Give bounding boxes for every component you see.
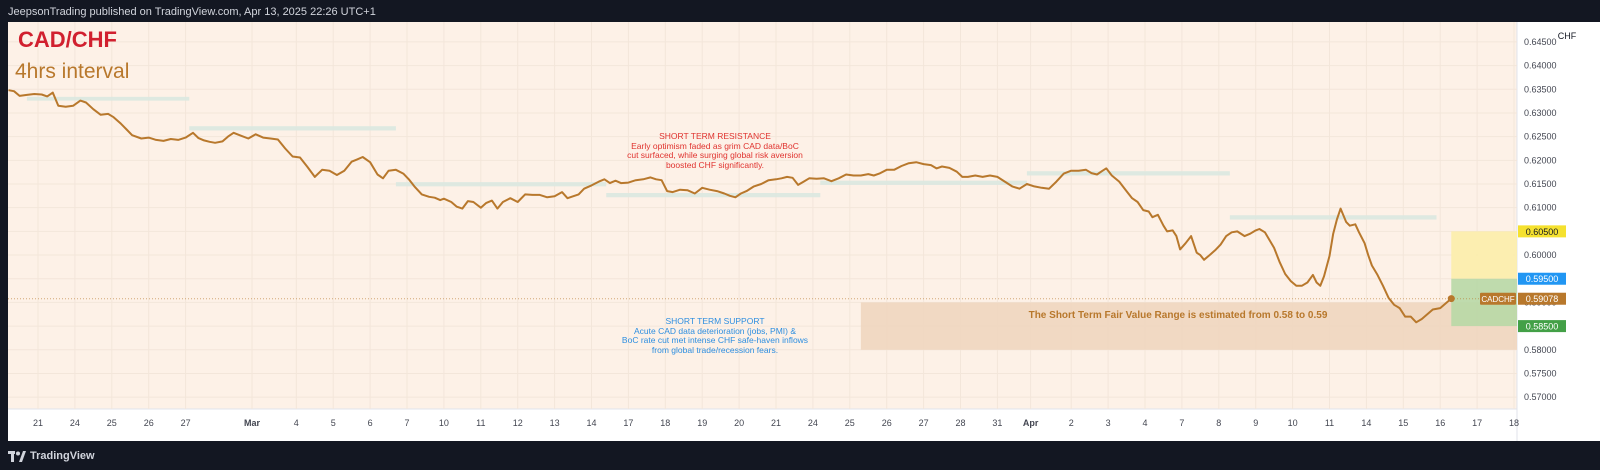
x-tick-label: 17 — [1472, 418, 1482, 428]
price-label-bg — [1518, 272, 1566, 285]
x-tick-label: 11 — [1325, 418, 1334, 428]
x-tick-label: 12 — [513, 418, 523, 428]
x-tick-label: 25 — [107, 418, 117, 428]
x-tick-label: 26 — [882, 418, 892, 428]
y-tick-label: 0.57000 — [1524, 392, 1557, 402]
x-tick-label: Mar — [244, 418, 261, 428]
symbol-tag-label: CADCHF — [1481, 295, 1514, 304]
support-line-4: from global trade/recession fears. — [651, 344, 779, 355]
x-tick-label: 26 — [144, 418, 154, 428]
y-tick-label: 0.58000 — [1524, 345, 1557, 355]
x-tick-label: 31 — [992, 418, 1002, 428]
price-label: 0.59078 — [1526, 294, 1559, 304]
x-tick-label: 7 — [1179, 418, 1184, 428]
y-tick-label: 0.63500 — [1524, 84, 1557, 94]
resistance-line-4: boosted CHF significantly. — [665, 159, 765, 170]
support-line-2: Acute CAD data deterioration (jobs, PMI)… — [633, 325, 797, 336]
price-label-bg — [1518, 225, 1566, 238]
x-tick-label: 17 — [623, 418, 633, 428]
tradingview-logo[interactable]: TradingView — [8, 450, 95, 462]
resistance-line-1: SHORT TERM RESISTANCE — [659, 131, 771, 141]
price-label: 0.59500 — [1526, 274, 1559, 284]
y-tick-label: 0.57500 — [1524, 368, 1557, 378]
x-tick-label: 2 — [1069, 418, 1074, 428]
x-tick-label: 19 — [697, 418, 707, 428]
x-tick-label: 24 — [70, 418, 80, 428]
resistance-annotation: SHORT TERM RESISTANCE Early optimism fad… — [570, 131, 860, 170]
zone-resistance — [820, 180, 1027, 185]
price-label: 0.58500 — [1526, 322, 1559, 332]
price-chart[interactable]: 0.570000.575000.580000.585000.590000.595… — [0, 0, 1600, 441]
x-tick-label: 20 — [734, 418, 744, 428]
x-tick-label: 15 — [1398, 418, 1408, 428]
support-annotation: SHORT TERM SUPPORT Acute CAD data deteri… — [560, 316, 870, 355]
footer-bar: TradingView — [0, 441, 1600, 470]
x-tick-label: 13 — [550, 418, 560, 428]
price-label-bg — [1518, 292, 1566, 305]
symbol-tag — [1480, 292, 1516, 305]
y-tick-label: 0.63000 — [1524, 108, 1557, 118]
last-point-marker — [1447, 295, 1455, 303]
fair-value-annotation: The Short Term Fair Value Range is estim… — [1029, 310, 1328, 321]
x-tick-label: 3 — [1106, 418, 1111, 428]
x-tick-label: 6 — [368, 418, 373, 428]
chart-subtitle: 4hrs interval — [15, 60, 129, 83]
x-tick-label: 4 — [294, 418, 299, 428]
x-tick-label: 5 — [331, 418, 336, 428]
x-tick-label: 16 — [1435, 418, 1445, 428]
x-tick-label: 14 — [1361, 418, 1371, 428]
price-label: 0.60500 — [1526, 227, 1559, 237]
x-tick-label: 28 — [955, 418, 965, 428]
resistance-line-2: Early optimism faded as grim CAD data/Bo… — [631, 140, 799, 151]
zone-support — [860, 302, 1517, 350]
x-tick-label: Apr — [1023, 418, 1039, 428]
price-label-bg — [1518, 320, 1566, 333]
x-tick-label: 14 — [586, 418, 596, 428]
price-series-line[interactable] — [8, 89, 1452, 324]
zone-resistance — [1229, 215, 1437, 220]
brand-name: TradingView — [30, 450, 95, 462]
x-tick-label: 27 — [919, 418, 929, 428]
x-tick-label: 18 — [660, 418, 670, 428]
x-tick-label: 11 — [476, 418, 485, 428]
x-tick-label: 24 — [808, 418, 818, 428]
x-tick-label: 25 — [845, 418, 855, 428]
time-axis-panel — [8, 409, 1517, 441]
x-tick-label: 27 — [181, 418, 191, 428]
y-tick-label: 0.61000 — [1524, 203, 1557, 213]
y-tick-label: 0.64500 — [1524, 37, 1557, 47]
zone-resistance — [1026, 171, 1230, 176]
publish-header: JeepsonTrading published on TradingView.… — [0, 0, 1600, 22]
publish-info: JeepsonTrading published on TradingView.… — [8, 6, 376, 18]
zone-resistance — [189, 126, 396, 131]
x-tick-label: 21 — [771, 418, 781, 428]
y-tick-label: 0.64000 — [1524, 61, 1557, 71]
x-tick-label: 10 — [1288, 418, 1298, 428]
resistance-line-3: cut surfaced, while surging global risk … — [627, 150, 803, 160]
zone-resistance — [395, 182, 607, 187]
y-tick-label: 0.60000 — [1524, 250, 1557, 260]
zone-resistance — [606, 193, 821, 198]
x-tick-label: 7 — [404, 418, 409, 428]
zone-resistance — [26, 96, 190, 101]
x-tick-label: 8 — [1216, 418, 1221, 428]
zone-fair-value-upper — [1451, 231, 1517, 279]
x-tick-label: 21 — [33, 418, 43, 428]
y-tick-label: 0.62000 — [1524, 155, 1557, 165]
currency-label: CHF — [1558, 31, 1577, 41]
chart-title: CAD/CHF — [18, 27, 117, 52]
x-tick-label: 18 — [1509, 418, 1519, 428]
tradingview-logo-icon — [8, 450, 26, 462]
y-tick-label: 0.62500 — [1524, 132, 1557, 142]
support-line-1: SHORT TERM SUPPORT — [665, 316, 765, 326]
support-line-3: BoC rate cut met intense CHF safe-haven … — [621, 335, 809, 345]
x-tick-label: 9 — [1253, 418, 1258, 428]
y-tick-label: 0.61500 — [1524, 179, 1557, 189]
x-tick-label: 4 — [1142, 418, 1147, 428]
x-tick-label: 10 — [439, 418, 449, 428]
